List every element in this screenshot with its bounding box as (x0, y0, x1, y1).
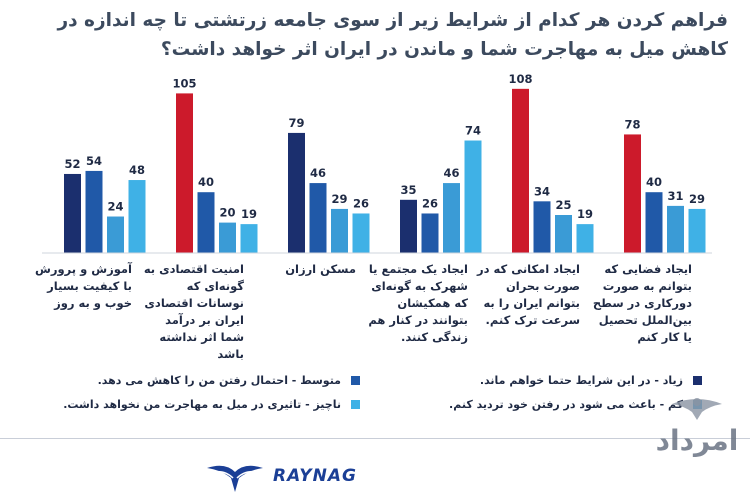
bar (64, 173, 81, 253)
bar (176, 93, 193, 254)
value-label: 19 (577, 207, 593, 221)
amordad-logo: امرداد (652, 392, 742, 466)
bar (464, 140, 482, 253)
value-label: 26 (422, 196, 438, 210)
bar (624, 134, 641, 253)
category-label: مسکن ارزان (285, 262, 356, 276)
value-label: 25 (555, 198, 571, 212)
bar (331, 208, 348, 253)
bars-group (64, 88, 706, 254)
amordad-emblem-icon: امرداد (656, 398, 739, 457)
value-label: 34 (534, 184, 550, 198)
bar (352, 213, 370, 253)
bar (309, 183, 327, 253)
legend-item: متوسط - احتمال رفتن من را کاهش می دهد. (98, 374, 360, 387)
chart-title: فراهم کردن هر کدام از شرایط زیر از سوی ج… (57, 10, 728, 60)
bar (85, 170, 103, 253)
value-label: 48 (129, 163, 145, 177)
legend-label: ناچیز - تاثیری در میل به مهاجرت من نخواه… (63, 398, 341, 411)
bar (576, 224, 594, 253)
bar (512, 88, 529, 253)
legend-swatch (351, 376, 360, 385)
value-label: 46 (443, 166, 459, 180)
bar (197, 192, 215, 253)
raynag-wordmark: RAYNAG (273, 466, 357, 486)
value-label: 78 (624, 117, 640, 131)
category-label: ایجاد یک مجتمع یا شهرک به گونه‌ای که همک… (368, 262, 468, 344)
value-label: 31 (667, 189, 683, 203)
value-label: 46 (310, 166, 326, 180)
value-label: 24 (107, 200, 123, 214)
bar (555, 215, 572, 253)
bar (128, 180, 146, 253)
amordad-wordmark: امرداد (656, 424, 739, 457)
bar (107, 216, 124, 253)
legend-label: کم - باعث می شود در رفتن خود تردید کنم. (449, 398, 683, 411)
bar-chart: 52 54 24 48 105 40 20 19 79 46 29 26 35 26 46 74 108 34 25… (42, 72, 712, 254)
value-label: 74 (465, 124, 481, 138)
legend-label: زیاد - در این شرایط حتما خواهم ماند. (479, 374, 683, 387)
bar (688, 208, 706, 253)
bar (645, 192, 663, 253)
raynag-wings-icon (207, 465, 263, 492)
value-label: 29 (689, 192, 705, 206)
value-label: 29 (331, 192, 347, 206)
bar (219, 222, 236, 253)
value-label: 35 (400, 183, 416, 197)
value-labels-group: 52 54 24 48 105 40 20 19 79 46 29 26 35 26 46 74 108 34 25… (64, 72, 705, 221)
legend-item: ناچیز - تاثیری در میل به مهاجرت من نخواه… (63, 398, 360, 411)
value-label: 40 (198, 175, 214, 189)
category-label: آموزش و پرورش با کیفیت بسیار خوب و به رو… (34, 262, 132, 310)
legend-label: متوسط - احتمال رفتن من را کاهش می دهد. (97, 374, 341, 387)
bar (667, 205, 684, 253)
legend-swatch (693, 376, 702, 385)
value-label: 54 (86, 154, 102, 168)
bar (443, 183, 460, 253)
value-label: 20 (219, 206, 235, 220)
value-label: 105 (172, 76, 196, 90)
bar (288, 132, 305, 253)
value-label: 52 (64, 157, 80, 171)
raynag-logo: RAYNAG (205, 458, 357, 494)
bar (421, 213, 439, 253)
value-label: 26 (353, 196, 369, 210)
bar (400, 199, 417, 253)
value-label: 40 (646, 175, 662, 189)
legend-item: زیاد - در این شرایط حتما خواهم ماند. (480, 374, 702, 387)
category-label: امنیت اقتصادی به گونه‌ای که نوسانات اقتص… (143, 262, 244, 361)
value-label: 79 (288, 116, 304, 130)
legend-swatch (351, 400, 360, 409)
bar (533, 201, 551, 253)
footer-divider (0, 438, 750, 439)
value-label: 108 (508, 72, 532, 86)
value-label: 19 (241, 207, 257, 221)
category-label: ایجاد امکانی که در صورت بحران بتوانم ایر… (477, 262, 580, 327)
category-label: ایجاد فضایی که بتوانم به صورت دورکاری در… (592, 262, 692, 344)
bar (240, 224, 258, 253)
